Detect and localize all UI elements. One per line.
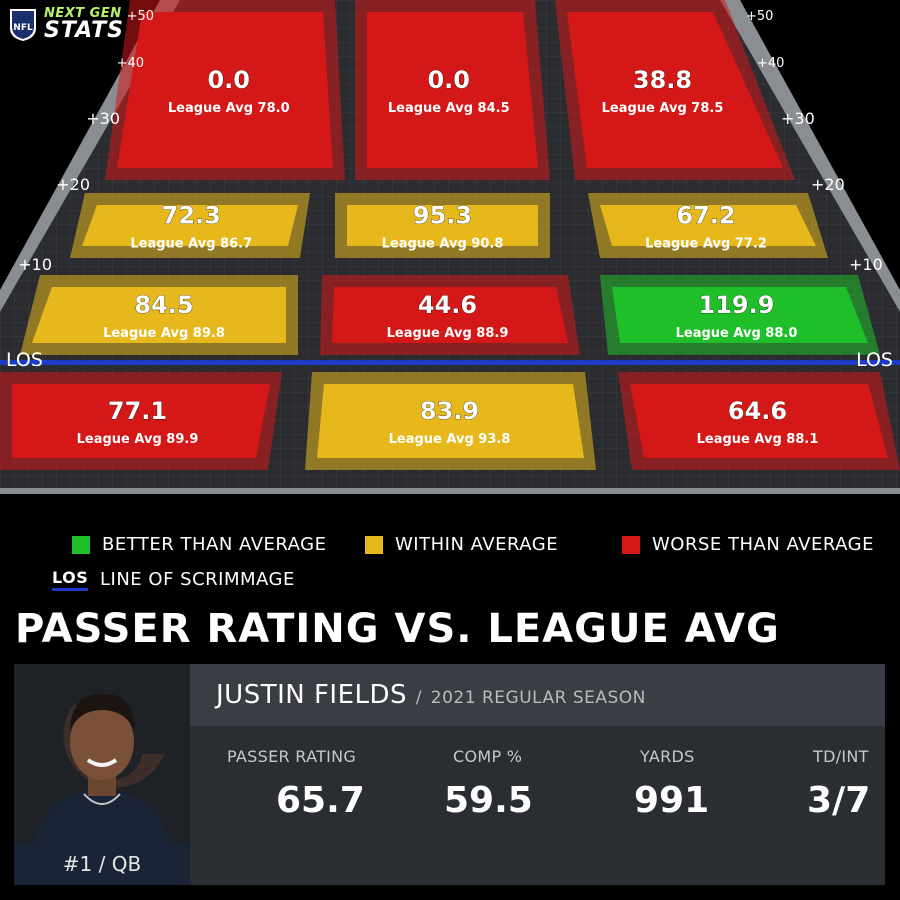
stat-value-passer-rating: 65.7 [276,780,365,821]
legend-within: WITHIN AVERAGE [365,534,558,555]
legend-los-label: LINE OF SCRIMMAGE [100,569,295,590]
stat-value-comp-pct: 59.5 [444,780,533,821]
nfl-shield-icon: NFL [10,9,36,41]
zone-1-0-league-avg: League Avg 86.7 [130,237,252,252]
yard-label-r-0: +50 [746,9,773,24]
zone-3-1 [317,384,584,458]
zone-3-0 [12,384,270,458]
yard-label-l-2: +30 [86,109,120,128]
zone-1-2 [600,205,816,246]
player-headshot-icon [34,693,170,843]
logo-line-1: NEXT GEN [44,5,122,21]
zone-1-1 [347,205,538,246]
yard-label-r-2: +30 [781,109,815,128]
legend-worse-label: WORSE THAN AVERAGE [652,534,874,555]
player-name-separator: / [415,688,423,708]
los-label-left: LOS [6,349,43,371]
zone-0-2-value: 38.8 [633,66,692,94]
zone-2-2-value: 119.9 [699,291,775,319]
player-name-bar: JUSTIN FIELDS / 2021 REGULAR SEASON [190,664,885,726]
legend-better: BETTER THAN AVERAGE [72,534,326,555]
legend-better-label: BETTER THAN AVERAGE [102,534,327,555]
zone-2-1-value: 44.6 [418,291,477,319]
zone-3-2 [630,384,888,458]
zone-3-1-value: 83.9 [420,397,479,425]
legend-los-key: LOS [52,568,88,591]
legend-swatch-red [622,535,640,554]
right-sideline [720,0,900,312]
yard-label-l-4: +10 [18,255,52,274]
los-line [0,360,900,365]
zone-3-1-league-avg: League Avg 93.8 [389,432,511,447]
zone-3-2-league-avg: League Avg 88.1 [697,432,819,447]
svg-text:NFL: NFL [13,23,33,33]
zone-3-0-value: 77.1 [108,397,167,425]
zone-0-1-value: 0.0 [427,66,470,94]
zone-2-0 [32,287,286,343]
yard-label-l-3: +20 [56,175,90,194]
los-label-right: LOS [856,349,893,371]
player-photo: #1 / QB [14,664,190,885]
zone-2-2-league-avg: League Avg 88.0 [676,326,798,341]
yard-label-r-4: +10 [849,255,883,274]
legend-worse: WORSE THAN AVERAGE [622,534,874,555]
zone-1-0 [82,205,298,246]
zone-1-1-value: 95.3 [413,202,472,230]
zone-1-1-league-avg: League Avg 90.8 [382,237,504,252]
stat-label-td-int: TD/INT [813,747,869,766]
player-card: #1 / QB JUSTIN FIELDS / 2021 REGULAR SEA… [14,664,885,885]
zone-1-2-value: 67.2 [676,202,735,230]
legend-los: LOS LINE OF SCRIMMAGE [52,568,295,591]
yard-label-r-3: +20 [811,175,845,194]
zone-3-0-league-avg: League Avg 89.9 [77,432,199,447]
player-jersey: #1 / QB [14,843,190,885]
stat-label-yards: YARDS [640,747,695,766]
stat-value-yards: 991 [634,780,710,821]
zone-0-1 [367,12,538,168]
zone-0-0-league-avg: League Avg 78.0 [168,101,290,116]
legend-within-label: WITHIN AVERAGE [395,534,559,555]
zone-2-0-league-avg: League Avg 89.8 [103,326,225,341]
ngs-logo: NFL NEXT GEN STATS [8,6,124,42]
zone-2-1-league-avg: League Avg 88.9 [387,326,509,341]
zone-0-0-value: 0.0 [207,66,250,94]
player-name: JUSTIN FIELDS [216,680,408,710]
zone-1-0-value: 72.3 [162,202,221,230]
legend-swatch-yellow [365,535,383,554]
yard-label-l-0: +50 [127,9,154,24]
logo-line-2: STATS [44,17,124,43]
zone-2-0-value: 84.5 [134,291,193,319]
legend-swatch-green [72,535,90,554]
zone-0-2 [567,12,783,168]
stat-value-td-int: 3/7 [807,780,871,821]
zone-0-0 [117,12,333,168]
stat-label-passer-rating: PASSER RATING [227,747,357,766]
zone-3-2-value: 64.6 [728,397,787,425]
yard-label-r-1: +40 [757,56,784,71]
zone-1-2-league-avg: League Avg 77.2 [645,237,767,252]
field-heatmap: LOS LOS +50 +50 +40 +40 +30 +30 +20 +20 +10 +10 0… [0,0,900,494]
zone-2-2 [612,287,868,343]
chart-title: PASSER RATING VS. LEAGUE AVG [15,606,780,652]
zone-2-1 [332,287,568,343]
player-season: 2021 REGULAR SEASON [430,688,646,708]
stat-label-comp-pct: COMP % [453,747,523,766]
zone-0-1-league-avg: League Avg 84.5 [388,101,510,116]
zone-0-2-league-avg: League Avg 78.5 [602,101,724,116]
yard-label-l-1: +40 [117,56,144,71]
